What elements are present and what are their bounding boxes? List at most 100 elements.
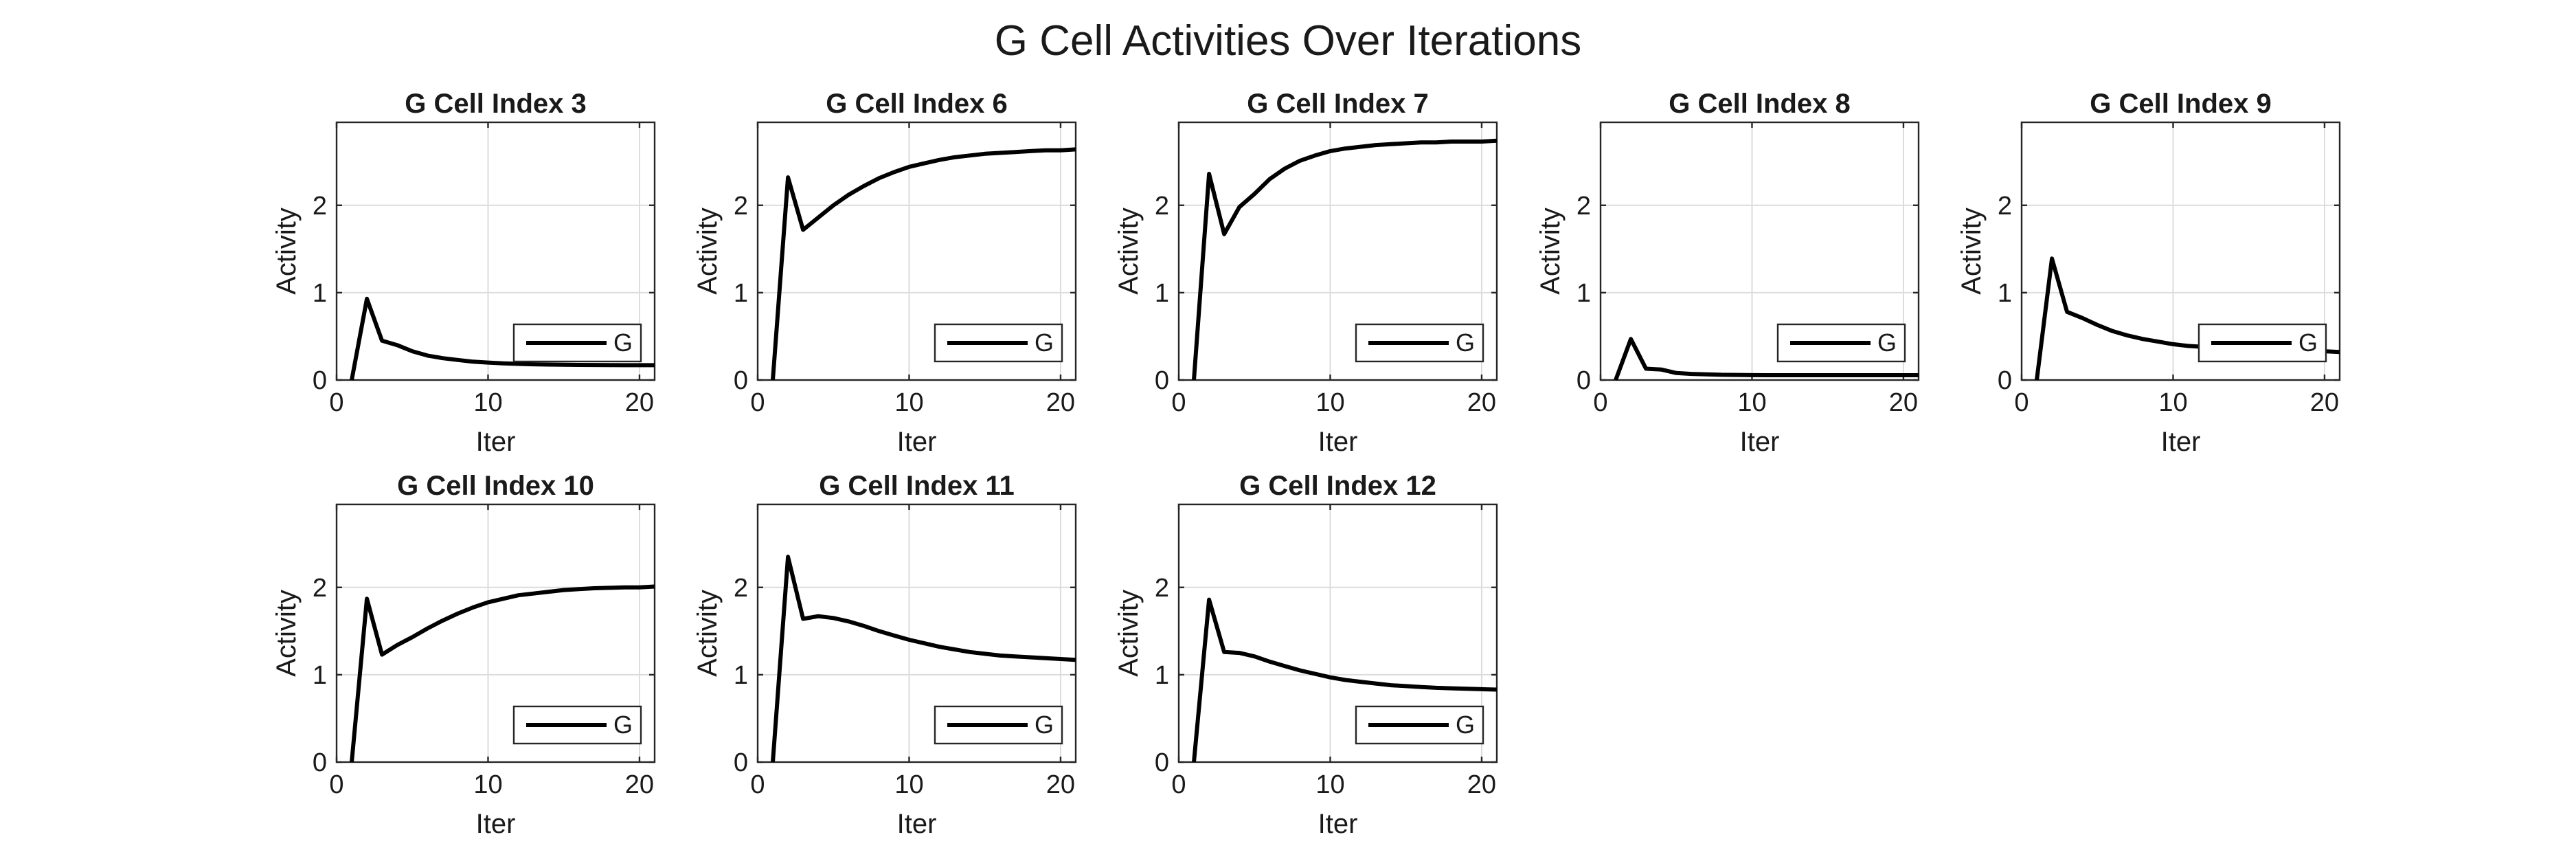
legend-label: G — [1456, 711, 1475, 739]
y-tick-label: 0 — [1155, 748, 1169, 777]
y-tick-label: 0 — [1577, 366, 1591, 395]
x-tick-label: 0 — [329, 770, 343, 799]
x-tick-label: 10 — [1315, 770, 1344, 799]
axes-frame — [1599, 121, 1920, 381]
series-line — [350, 584, 655, 763]
axes-frame — [2020, 121, 2341, 381]
legend-label: G — [1035, 711, 1054, 739]
subplot-title: G Cell Index 12 — [1239, 471, 1436, 501]
y-axis-label: Activity — [692, 208, 723, 295]
subplot-panel: 0 10 20 0 1 2 G Cell Index 11 Iter Activity G — [692, 471, 1077, 839]
x-tick-label: 10 — [894, 388, 923, 417]
x-tick-label: 10 — [2158, 388, 2187, 417]
x-tick-label: 10 — [1315, 388, 1344, 417]
series-line — [1614, 337, 1919, 381]
x-tick-label: 20 — [1467, 388, 1496, 417]
x-tick-label: 0 — [1171, 388, 1186, 417]
y-tick-label: 2 — [734, 192, 748, 221]
subplot-title: G Cell Index 11 — [819, 471, 1015, 501]
axes-frame — [1177, 121, 1498, 381]
legend-label: G — [2298, 328, 2318, 357]
subplot-panel: 0 10 20 0 1 2 G Cell Index 8 Iter Activity G — [1535, 89, 1920, 457]
axes-frame — [335, 121, 656, 381]
legend-label: G — [1877, 328, 1897, 357]
x-tick-label: 10 — [1737, 388, 1766, 417]
y-axis-label: Activity — [1114, 208, 1144, 295]
x-tick-label: 0 — [329, 388, 343, 417]
y-axis-label: Activity — [271, 590, 302, 677]
y-axis-label: Activity — [1114, 590, 1144, 677]
x-tick-label: 20 — [1889, 388, 1918, 417]
x-tick-label: 0 — [1593, 388, 1607, 417]
x-tick-label: 20 — [1467, 770, 1496, 799]
x-tick-label: 0 — [2014, 388, 2029, 417]
x-tick-label: 10 — [894, 770, 923, 799]
legend: G — [1355, 323, 1484, 363]
x-tick-label: 10 — [473, 770, 502, 799]
series-line — [771, 555, 1076, 763]
subplot-title: G Cell Index 6 — [826, 89, 1008, 119]
y-tick-label: 1 — [1155, 661, 1169, 690]
legend: G — [1776, 323, 1906, 363]
y-tick-label: 2 — [1577, 192, 1591, 221]
y-tick-label: 1 — [734, 279, 748, 308]
y-tick-label: 2 — [1155, 574, 1169, 603]
x-axis-label: Iter — [897, 427, 937, 457]
x-tick-label: 10 — [473, 388, 502, 417]
x-tick-label: 0 — [1171, 770, 1186, 799]
y-tick-label: 0 — [1998, 366, 2012, 395]
legend-label: G — [1035, 328, 1054, 357]
subplot-panel: 0 10 20 0 1 2 G Cell Index 6 Iter Activity G — [692, 89, 1077, 457]
x-tick-label: 20 — [625, 388, 654, 417]
axes-frame — [335, 503, 656, 763]
subplot-panel: 0 10 20 0 1 2 G Cell Index 9 Iter Activity G — [1956, 89, 2341, 457]
subplot-panel: 0 10 20 0 1 2 G Cell Index 3 Iter Activity G — [271, 89, 656, 457]
series-line — [350, 296, 655, 381]
x-axis-label: Iter — [1318, 427, 1358, 457]
y-tick-label: 0 — [313, 366, 327, 395]
legend: G — [934, 323, 1063, 363]
x-axis-label: Iter — [897, 809, 937, 839]
axes-frame — [1177, 503, 1498, 763]
y-tick-label: 1 — [1155, 279, 1169, 308]
y-tick-label: 2 — [1998, 192, 2012, 221]
y-tick-label: 1 — [313, 279, 327, 308]
series-line — [771, 147, 1076, 381]
figure-title: G Cell Activities Over Iterations — [995, 17, 1582, 65]
y-tick-label: 2 — [1155, 192, 1169, 221]
y-tick-label: 1 — [1998, 279, 2012, 308]
x-tick-label: 0 — [750, 388, 765, 417]
y-tick-label: 0 — [734, 366, 748, 395]
series-line — [1192, 138, 1498, 381]
legend: G — [512, 705, 642, 745]
subplot-title: G Cell Index 10 — [397, 471, 594, 501]
subplot-panel: 0 10 20 0 1 2 G Cell Index 10 Iter Activity G — [271, 471, 656, 839]
legend: G — [512, 323, 642, 363]
y-tick-label: 2 — [313, 192, 327, 221]
y-axis-label: Activity — [271, 208, 302, 295]
y-tick-label: 1 — [313, 661, 327, 690]
x-axis-label: Iter — [1740, 427, 1780, 457]
subplot-title: G Cell Index 7 — [1247, 89, 1429, 119]
subplot-panel: 0 10 20 0 1 2 G Cell Index 12 Iter Activity G — [1114, 471, 1498, 839]
y-tick-label: 0 — [313, 748, 327, 777]
subplot-panel: 0 10 20 0 1 2 G Cell Index 7 Iter Activity G — [1114, 89, 1498, 457]
legend-label: G — [613, 328, 633, 357]
y-tick-label: 1 — [1577, 279, 1591, 308]
series-line — [1192, 597, 1498, 763]
legend: G — [934, 705, 1063, 745]
y-axis-label: Activity — [692, 590, 723, 677]
x-tick-label: 20 — [1046, 388, 1075, 417]
legend-label: G — [613, 711, 633, 739]
legend-label: G — [1456, 328, 1475, 357]
y-tick-label: 1 — [734, 661, 748, 690]
x-tick-label: 20 — [2310, 388, 2339, 417]
y-tick-label: 2 — [313, 574, 327, 603]
y-tick-label: 0 — [1155, 366, 1169, 395]
axes-frame — [756, 121, 1077, 381]
x-axis-label: Iter — [476, 427, 516, 457]
x-axis-label: Iter — [1318, 809, 1358, 839]
legend: G — [1355, 705, 1484, 745]
x-tick-label: 0 — [750, 770, 765, 799]
